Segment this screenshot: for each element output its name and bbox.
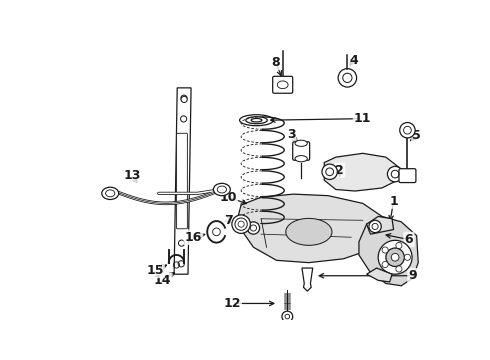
Circle shape: [322, 164, 337, 180]
Text: 9: 9: [409, 269, 417, 282]
Text: 7: 7: [223, 214, 232, 227]
Ellipse shape: [295, 140, 307, 147]
Circle shape: [180, 116, 187, 122]
Text: 6: 6: [405, 233, 413, 246]
Text: 2: 2: [335, 164, 344, 177]
Ellipse shape: [102, 187, 119, 199]
Circle shape: [369, 220, 381, 233]
Circle shape: [179, 219, 185, 225]
Ellipse shape: [295, 156, 307, 162]
FancyBboxPatch shape: [293, 142, 310, 160]
Polygon shape: [359, 216, 418, 286]
Text: 10: 10: [220, 191, 237, 204]
Circle shape: [391, 253, 399, 261]
Circle shape: [232, 215, 250, 233]
Ellipse shape: [286, 219, 332, 245]
Circle shape: [178, 261, 184, 267]
Circle shape: [247, 222, 260, 234]
FancyBboxPatch shape: [399, 169, 416, 183]
Text: 5: 5: [412, 129, 421, 142]
Text: 8: 8: [271, 56, 280, 69]
Circle shape: [382, 247, 388, 253]
Circle shape: [400, 122, 415, 138]
Text: 1: 1: [389, 194, 398, 208]
Polygon shape: [174, 88, 191, 274]
Circle shape: [179, 157, 187, 164]
Circle shape: [386, 248, 404, 266]
Circle shape: [396, 266, 402, 272]
Circle shape: [404, 254, 411, 260]
Text: 12: 12: [223, 297, 241, 310]
Polygon shape: [302, 268, 313, 291]
Circle shape: [396, 243, 402, 249]
Ellipse shape: [213, 183, 230, 195]
Circle shape: [181, 95, 187, 101]
FancyBboxPatch shape: [176, 133, 187, 229]
Circle shape: [179, 177, 187, 185]
Circle shape: [282, 311, 293, 322]
Circle shape: [388, 166, 403, 182]
Polygon shape: [324, 153, 400, 191]
Text: 15: 15: [146, 264, 164, 277]
Circle shape: [179, 136, 187, 144]
Text: 16: 16: [185, 231, 202, 244]
Polygon shape: [238, 194, 384, 263]
Text: 3: 3: [287, 127, 295, 140]
Circle shape: [178, 198, 186, 206]
Text: 13: 13: [123, 169, 141, 182]
Circle shape: [178, 240, 185, 246]
Polygon shape: [367, 268, 392, 282]
FancyBboxPatch shape: [273, 76, 293, 93]
Text: 14: 14: [154, 274, 172, 287]
Polygon shape: [367, 216, 393, 234]
Text: 11: 11: [354, 112, 371, 125]
Text: 4: 4: [349, 54, 358, 67]
Circle shape: [382, 261, 388, 267]
Circle shape: [378, 240, 412, 274]
Circle shape: [181, 96, 187, 103]
